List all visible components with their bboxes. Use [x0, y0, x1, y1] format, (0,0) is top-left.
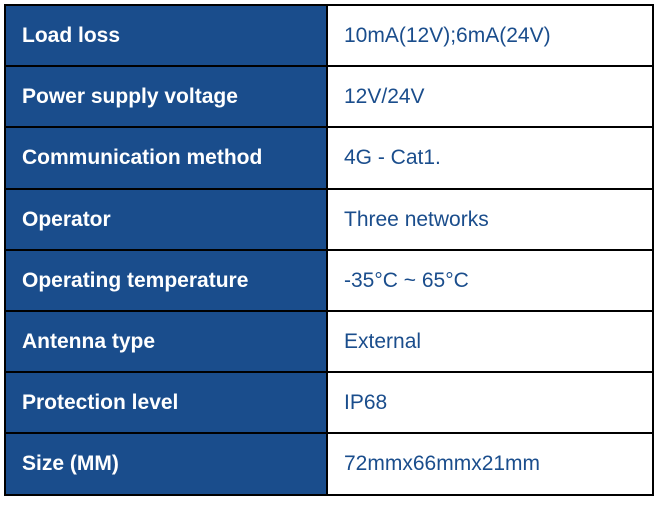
spec-label: Operator — [5, 189, 327, 250]
spec-value: IP68 — [327, 372, 653, 433]
table-row: Size (MM) 72mmx66mmx21mm — [5, 433, 653, 494]
spec-label: Antenna type — [5, 311, 327, 372]
table-row: Power supply voltage 12V/24V — [5, 66, 653, 127]
spec-value: Three networks — [327, 189, 653, 250]
spec-label: Size (MM) — [5, 433, 327, 494]
table-row: Operator Three networks — [5, 189, 653, 250]
spec-label: Load loss — [5, 5, 327, 66]
table-row: Antenna type External — [5, 311, 653, 372]
spec-label: Power supply voltage — [5, 66, 327, 127]
spec-value: -35°C ~ 65°C — [327, 250, 653, 311]
spec-value: 72mmx66mmx21mm — [327, 433, 653, 494]
table-row: Protection level IP68 — [5, 372, 653, 433]
spec-value: 10mA(12V);6mA(24V) — [327, 5, 653, 66]
spec-value: External — [327, 311, 653, 372]
spec-label: Communication method — [5, 127, 327, 188]
spec-label: Protection level — [5, 372, 327, 433]
spec-table-body: Load loss 10mA(12V);6mA(24V) Power suppl… — [5, 5, 653, 495]
table-row: Load loss 10mA(12V);6mA(24V) — [5, 5, 653, 66]
table-row: Operating temperature -35°C ~ 65°C — [5, 250, 653, 311]
specification-table: Load loss 10mA(12V);6mA(24V) Power suppl… — [4, 4, 654, 496]
table-row: Communication method 4G - Cat1. — [5, 127, 653, 188]
spec-label: Operating temperature — [5, 250, 327, 311]
spec-value: 4G - Cat1. — [327, 127, 653, 188]
spec-value: 12V/24V — [327, 66, 653, 127]
